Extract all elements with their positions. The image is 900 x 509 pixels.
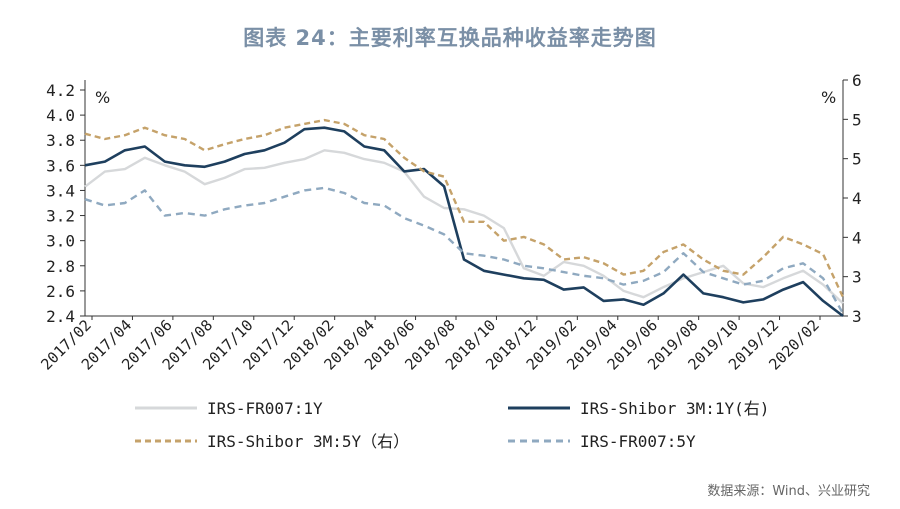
legend-label-1: IRS-FR007:1Y bbox=[207, 399, 323, 418]
legend: IRS-FR007:1Y IRS-Shibor 3M:1Y(右) IRS-Shibo… bbox=[135, 399, 769, 451]
series-line-4 bbox=[84, 186, 845, 315]
right-ticks: 6 5 5 4 4 3 3 bbox=[843, 71, 862, 326]
left-tick-label: 3.4 bbox=[46, 181, 75, 200]
left-tick-label: 4.2 bbox=[46, 81, 75, 100]
right-tick-label: 5 bbox=[852, 110, 862, 129]
plot-lines bbox=[84, 118, 845, 318]
right-tick-label: 3 bbox=[852, 268, 862, 287]
right-tick-label: 4 bbox=[852, 228, 862, 247]
left-tick-label: 2.4 bbox=[46, 307, 75, 326]
legend-label-2: IRS-Shibor 3M:1Y(右) bbox=[580, 399, 769, 418]
left-tick-label: 3.2 bbox=[46, 207, 75, 226]
x-ticks: 2017/022017/042017/062017/082017/102017/… bbox=[37, 316, 823, 374]
legend-label-3: IRS-Shibor 3M:5Y（右） bbox=[207, 432, 409, 451]
series-line-2 bbox=[84, 126, 844, 318]
left-tick-label: 3.8 bbox=[46, 131, 75, 150]
legend-label-4: IRS-FR007:5Y bbox=[580, 432, 696, 451]
series-line-3 bbox=[84, 118, 845, 298]
right-tick-label: 6 bbox=[852, 71, 862, 90]
right-tick-label: 3 bbox=[852, 307, 862, 326]
right-tick-label: 4 bbox=[852, 189, 862, 208]
chart-title: 图表 24：主要利率互换品种收益率走势图 bbox=[243, 26, 657, 50]
left-ticks: 4.2 4.0 3.8 3.6 3.4 3.2 3.0 2.8 2.6 2.4 bbox=[46, 81, 85, 326]
left-tick-label: 2.6 bbox=[46, 282, 75, 301]
source-note: 数据来源：Wind、兴业研究 bbox=[707, 484, 870, 499]
axes bbox=[84, 80, 844, 317]
left-tick-label: 3.6 bbox=[46, 156, 75, 175]
right-tick-label: 5 bbox=[852, 150, 862, 169]
left-tick-label: 4.0 bbox=[46, 106, 75, 125]
right-unit-label: % bbox=[821, 88, 836, 107]
left-tick-label: 3.0 bbox=[46, 232, 75, 251]
series-line-1 bbox=[84, 149, 844, 305]
left-tick-label: 2.8 bbox=[46, 257, 75, 276]
left-unit-label: % bbox=[95, 88, 110, 107]
